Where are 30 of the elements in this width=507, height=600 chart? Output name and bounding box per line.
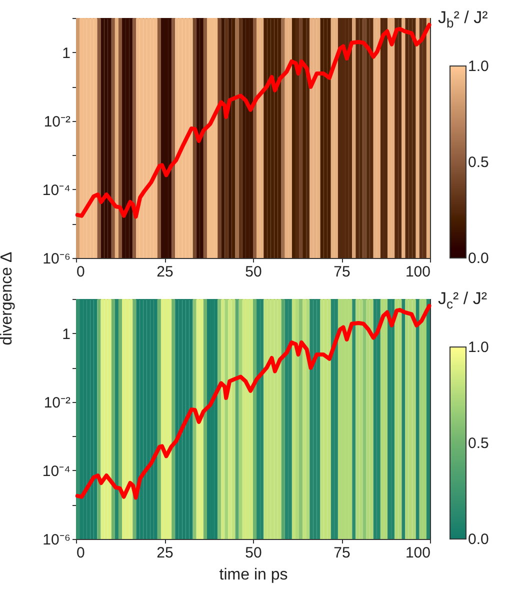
x-tick-label: 75 bbox=[334, 544, 350, 562]
color-bar-label: 0.0 bbox=[468, 250, 489, 267]
color-bar-label: 0.5 bbox=[468, 435, 489, 452]
x-tick-label: 0 bbox=[76, 544, 85, 562]
color-bar-label: 1.0 bbox=[468, 339, 489, 356]
color-bar-title: J$_{c}$² / J² bbox=[438, 289, 487, 312]
y-tick-label: 10⁻⁴ bbox=[42, 182, 70, 199]
y-tick-label: 1 bbox=[62, 44, 70, 62]
color-bar-label: 0.5 bbox=[468, 154, 489, 171]
y-tick-label: 10⁻⁴ bbox=[42, 462, 70, 480]
x-tick-label: 0 bbox=[76, 264, 85, 280]
x-tick-label: 100 bbox=[405, 544, 430, 562]
x-tick-label: 50 bbox=[245, 544, 262, 562]
y-tick-label: 10⁻⁶ bbox=[42, 532, 70, 548]
line-series bbox=[75, 22, 432, 219]
y-axis-title: divergence Δ bbox=[0, 251, 16, 346]
y-tick-label: 10⁻² bbox=[44, 113, 70, 130]
y-tick-label: 10⁻² bbox=[44, 394, 70, 412]
x-tick-label: 25 bbox=[156, 264, 174, 280]
x-axis-title: time in ps bbox=[219, 566, 288, 584]
x-tick-label: 50 bbox=[245, 264, 262, 280]
x-tick-label: 75 bbox=[334, 264, 350, 280]
x-tick-label: 100 bbox=[405, 264, 430, 280]
color-bar-label: 1.0 bbox=[468, 58, 489, 75]
y-tick-label: 1 bbox=[62, 326, 70, 343]
color-bar-label: 0.0 bbox=[468, 531, 489, 548]
x-tick-label: 25 bbox=[156, 544, 174, 562]
color-bar-title: J$_{b}$² / J² bbox=[438, 8, 488, 30]
y-tick-label: 10⁻⁶ bbox=[42, 250, 70, 268]
line-series bbox=[75, 304, 432, 500]
